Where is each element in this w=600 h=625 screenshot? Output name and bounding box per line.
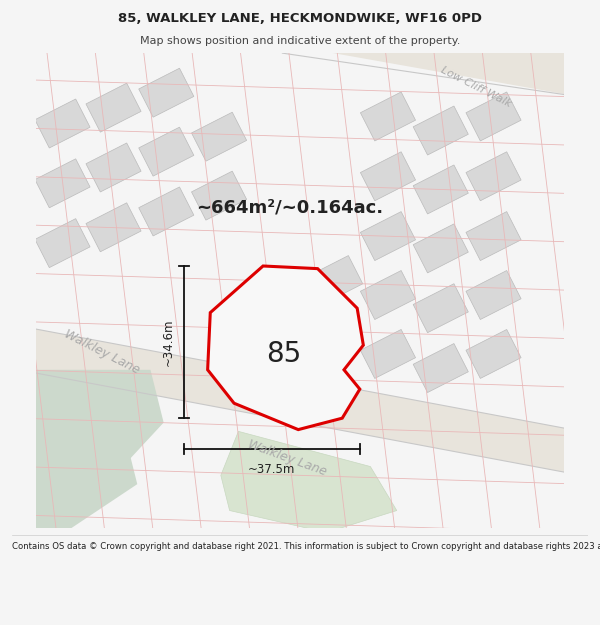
Polygon shape [19, 370, 164, 484]
Bar [35, 159, 90, 208]
Bar [139, 187, 194, 236]
Bar [35, 99, 90, 148]
Bar [361, 271, 416, 319]
Bar [413, 165, 469, 214]
Bar [86, 202, 141, 252]
Bar [139, 127, 194, 176]
Text: Contains OS data © Crown copyright and database right 2021. This information is : Contains OS data © Crown copyright and d… [12, 542, 600, 551]
Text: Low Cliff Walk: Low Cliff Walk [439, 64, 513, 109]
Text: 85: 85 [266, 340, 302, 368]
Text: Walkley Lane: Walkley Lane [245, 438, 328, 478]
Bar [361, 329, 416, 379]
Bar [35, 219, 90, 268]
Bar [308, 314, 363, 364]
Bar [413, 224, 469, 273]
Bar [139, 68, 194, 118]
Polygon shape [19, 431, 137, 528]
Bar [361, 92, 416, 141]
Polygon shape [221, 431, 397, 532]
Bar [466, 152, 521, 201]
Polygon shape [283, 44, 581, 97]
Bar [466, 329, 521, 379]
Bar [466, 92, 521, 141]
Text: 85, WALKLEY LANE, HECKMONDWIKE, WF16 0PD: 85, WALKLEY LANE, HECKMONDWIKE, WF16 0PD [118, 12, 482, 24]
Bar [413, 284, 469, 332]
Bar [191, 171, 247, 220]
Bar [413, 344, 469, 392]
Bar [466, 212, 521, 261]
Text: ~664m²/~0.164ac.: ~664m²/~0.164ac. [196, 198, 383, 216]
Bar [361, 212, 416, 261]
Bar [308, 256, 363, 304]
Bar [86, 143, 141, 192]
Bar [466, 271, 521, 319]
Text: ~34.6m: ~34.6m [162, 318, 175, 366]
Text: ~37.5m: ~37.5m [248, 463, 296, 476]
Bar [86, 83, 141, 132]
Text: Map shows position and indicative extent of the property.: Map shows position and indicative extent… [140, 36, 460, 46]
Text: Walkley Lane: Walkley Lane [62, 328, 142, 377]
Bar [413, 106, 469, 155]
Bar [361, 152, 416, 201]
Bar [191, 112, 247, 161]
Polygon shape [19, 326, 581, 476]
Polygon shape [208, 266, 364, 429]
